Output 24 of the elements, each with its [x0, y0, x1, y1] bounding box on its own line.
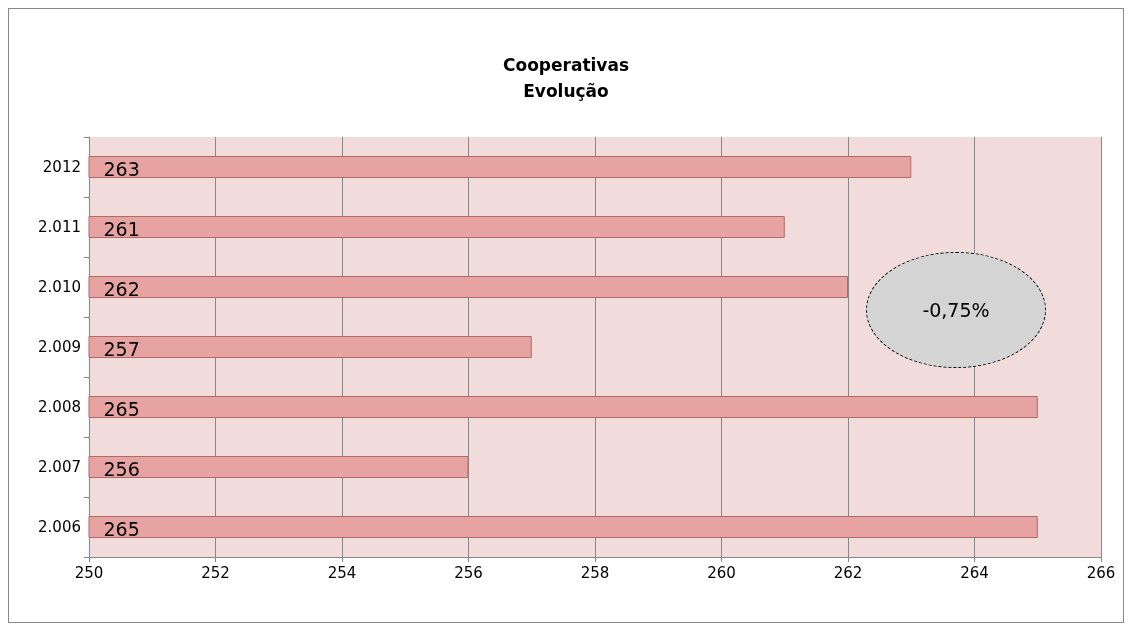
x-tick-label: 252	[201, 563, 230, 582]
x-tick-label: 254	[327, 563, 357, 582]
data-label: 257	[103, 338, 140, 360]
y-tick-label: 2.010	[38, 278, 81, 296]
data-label: 265	[103, 398, 140, 420]
data-label: 262	[103, 278, 140, 300]
x-tick-label: 260	[707, 563, 736, 582]
data-label: 265	[103, 518, 140, 540]
y-tick-label: 2012	[42, 158, 81, 176]
x-tick-label: 250	[74, 563, 104, 582]
data-label: 261	[103, 218, 140, 240]
x-tick-label: 266	[1086, 563, 1116, 582]
y-tick-label: 2.007	[38, 458, 81, 476]
y-tick-label: 2.006	[38, 518, 81, 536]
y-tick-label: 2.011	[38, 218, 81, 236]
x-tick-label: 258	[580, 563, 610, 582]
x-tick-label: 256	[454, 563, 483, 582]
data-label: 263	[103, 158, 140, 180]
chart-title: Cooperativas Evolução	[502, 55, 630, 101]
data-label: 256	[103, 458, 140, 480]
x-tick-label: 264	[960, 563, 989, 582]
y-tick-label: 2.008	[38, 398, 81, 416]
x-tick-label: 262	[833, 563, 863, 582]
y-tick-label: 2.009	[38, 338, 81, 356]
